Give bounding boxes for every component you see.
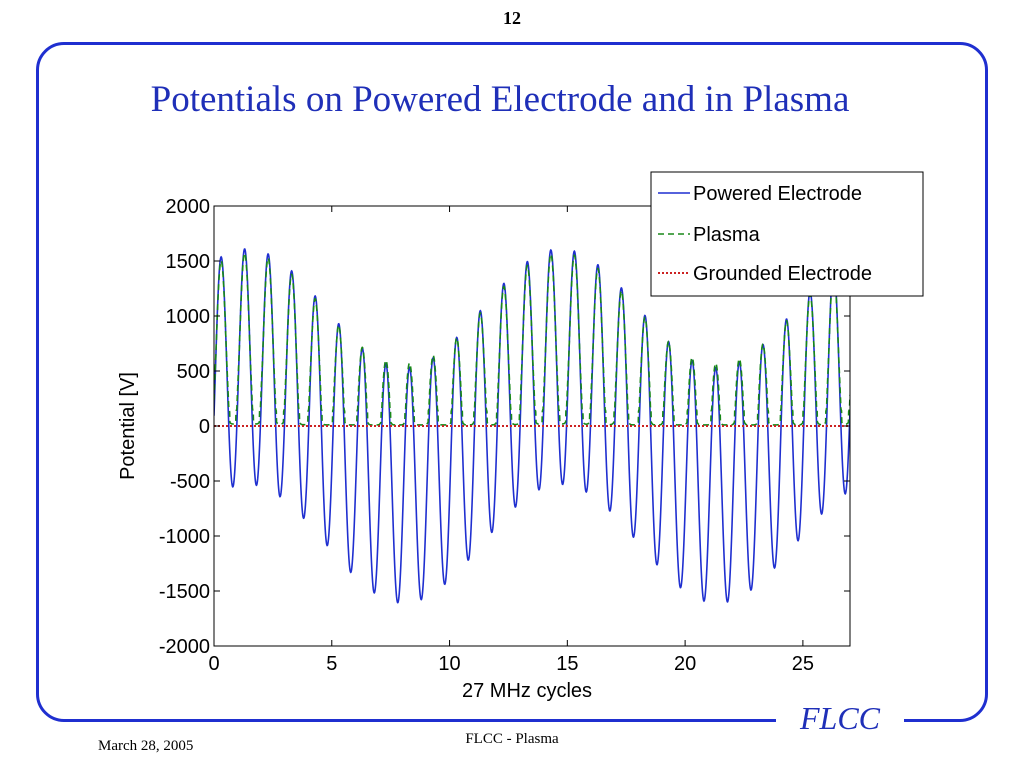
x-tick-label: 20 [674,653,696,675]
y-tick-label: 0 [199,416,210,438]
x-tick-label: 0 [208,653,219,675]
legend: Powered Electrode Plasma Grounded Electr… [650,171,924,297]
footer-title: FLCC - Plasma [465,731,559,747]
y-tick-label: 500 [177,361,210,383]
y-tick-label: 2000 [166,196,211,218]
legend-box [650,171,924,297]
x-axis-label: 27 MHz cycles [462,680,592,702]
slide-frame [36,42,988,722]
y-tick-label: -1500 [159,581,210,603]
legend-label-powered: Powered Electrode [693,183,862,205]
logo-background [776,700,904,746]
y-axis-label: Potential [V] [117,372,139,480]
flcc-logo: FLCC [799,700,881,736]
page-number: 12 [503,8,521,28]
y-tick-label: 1000 [166,306,211,328]
footer-date: March 28, 2005 [98,738,194,754]
x-tick-label: 5 [326,653,337,675]
x-tick-label: 15 [556,653,578,675]
x-tick-label: 25 [792,653,814,675]
y-tick-label: -500 [170,471,210,493]
series-plasma [214,252,850,426]
y-tick-label: -1000 [159,526,210,548]
y-tick-label: 1500 [166,251,211,273]
series-powered-electrode [214,248,850,604]
x-tick-label: 10 [438,653,460,675]
legend-label-plasma: Plasma [693,224,761,246]
legend-label-grounded: Grounded Electrode [693,263,872,285]
slide-title: Potentials on Powered Electrode and in P… [150,79,850,120]
y-tick-label: -2000 [159,636,210,658]
